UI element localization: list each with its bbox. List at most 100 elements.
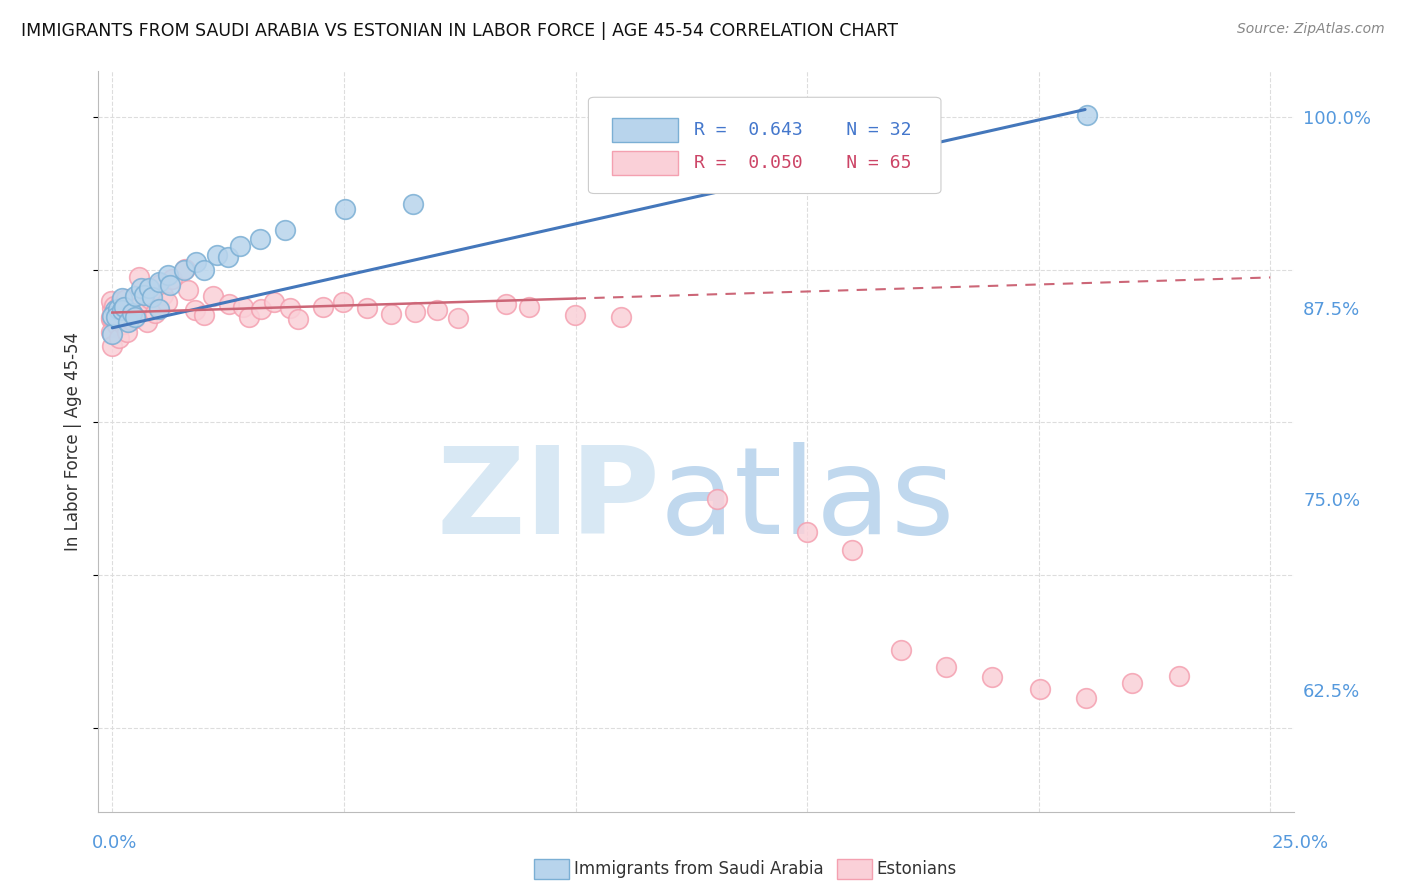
Point xyxy=(121,301,143,316)
Y-axis label: In Labor Force | Age 45-54: In Labor Force | Age 45-54 xyxy=(65,332,83,551)
Point xyxy=(143,306,166,320)
Point xyxy=(263,294,285,309)
Point xyxy=(706,491,728,506)
Text: R =  0.050    N = 65: R = 0.050 N = 65 xyxy=(693,154,911,172)
Point xyxy=(841,111,863,125)
Point xyxy=(274,223,297,237)
Point xyxy=(238,310,260,325)
Bar xyxy=(613,152,678,175)
Point xyxy=(157,268,180,282)
Point xyxy=(495,297,517,311)
Text: IMMIGRANTS FROM SAUDI ARABIA VS ESTONIAN IN LABOR FORCE | AGE 45-54 CORRELATION : IMMIGRANTS FROM SAUDI ARABIA VS ESTONIAN… xyxy=(21,22,898,40)
Point xyxy=(1168,668,1191,682)
Point xyxy=(173,262,195,277)
Point xyxy=(564,308,586,322)
Point xyxy=(134,288,156,302)
Point xyxy=(1074,691,1097,706)
Point xyxy=(111,300,134,314)
Point xyxy=(135,301,157,316)
Point xyxy=(148,275,170,289)
Point xyxy=(218,297,240,311)
Point xyxy=(104,310,127,325)
Text: ZIP: ZIP xyxy=(436,442,661,559)
Point xyxy=(796,525,818,540)
Point xyxy=(103,299,125,313)
Point xyxy=(447,310,470,325)
Point xyxy=(184,303,207,318)
Point xyxy=(935,660,957,674)
Point xyxy=(141,290,163,304)
Text: Source: ZipAtlas.com: Source: ZipAtlas.com xyxy=(1237,22,1385,37)
Point xyxy=(356,301,378,315)
Point xyxy=(101,339,124,353)
Point xyxy=(890,643,912,657)
Point xyxy=(100,312,122,326)
Text: Estonians: Estonians xyxy=(876,860,956,878)
Point xyxy=(135,315,157,329)
Point xyxy=(193,263,215,277)
Point xyxy=(108,331,131,345)
Point xyxy=(101,301,124,315)
Point xyxy=(312,300,335,314)
Point xyxy=(100,325,122,339)
Point xyxy=(117,315,139,329)
Point xyxy=(108,311,131,326)
Point xyxy=(229,239,252,253)
Point xyxy=(156,294,179,309)
Point xyxy=(217,250,239,264)
Point xyxy=(1121,676,1143,690)
Point xyxy=(100,310,122,324)
Point xyxy=(402,197,425,211)
Point xyxy=(250,302,273,317)
Point xyxy=(112,310,135,325)
Point xyxy=(100,310,122,325)
Point xyxy=(287,311,309,326)
Point xyxy=(101,326,124,341)
Point xyxy=(426,303,449,318)
Point xyxy=(128,299,150,313)
Point xyxy=(1029,682,1052,697)
Point xyxy=(122,293,145,308)
Point xyxy=(121,306,143,320)
Point xyxy=(128,270,150,285)
Point xyxy=(110,291,132,305)
Text: 0.0%: 0.0% xyxy=(91,834,136,852)
Text: Immigrants from Saudi Arabia: Immigrants from Saudi Arabia xyxy=(574,860,824,878)
Bar xyxy=(613,118,678,142)
FancyBboxPatch shape xyxy=(589,97,941,194)
Point xyxy=(124,310,146,324)
Point xyxy=(148,300,170,314)
Point xyxy=(202,288,225,302)
Point xyxy=(105,301,128,315)
Point xyxy=(115,292,138,306)
Point xyxy=(404,304,426,318)
Point xyxy=(100,294,122,309)
Point xyxy=(162,272,184,286)
Point xyxy=(110,294,132,309)
Point xyxy=(152,288,174,302)
Point xyxy=(335,202,357,217)
Point xyxy=(174,262,197,277)
Point xyxy=(332,294,354,309)
Point xyxy=(120,313,142,327)
Point xyxy=(111,317,134,331)
Point xyxy=(176,283,198,297)
Point xyxy=(107,301,129,316)
Point xyxy=(278,301,301,315)
Point xyxy=(205,248,228,262)
Point xyxy=(148,277,170,292)
Text: 25.0%: 25.0% xyxy=(1271,834,1329,852)
Point xyxy=(110,302,132,317)
Text: R =  0.643    N = 32: R = 0.643 N = 32 xyxy=(693,120,911,139)
Point xyxy=(1076,107,1098,121)
Point xyxy=(115,325,138,339)
Point xyxy=(124,310,146,325)
Point xyxy=(105,318,128,333)
Point xyxy=(249,232,271,246)
Point xyxy=(841,542,863,557)
Point xyxy=(981,670,1004,684)
Point xyxy=(610,310,633,324)
Point xyxy=(380,307,402,321)
Point xyxy=(129,281,152,295)
Point xyxy=(193,308,215,322)
